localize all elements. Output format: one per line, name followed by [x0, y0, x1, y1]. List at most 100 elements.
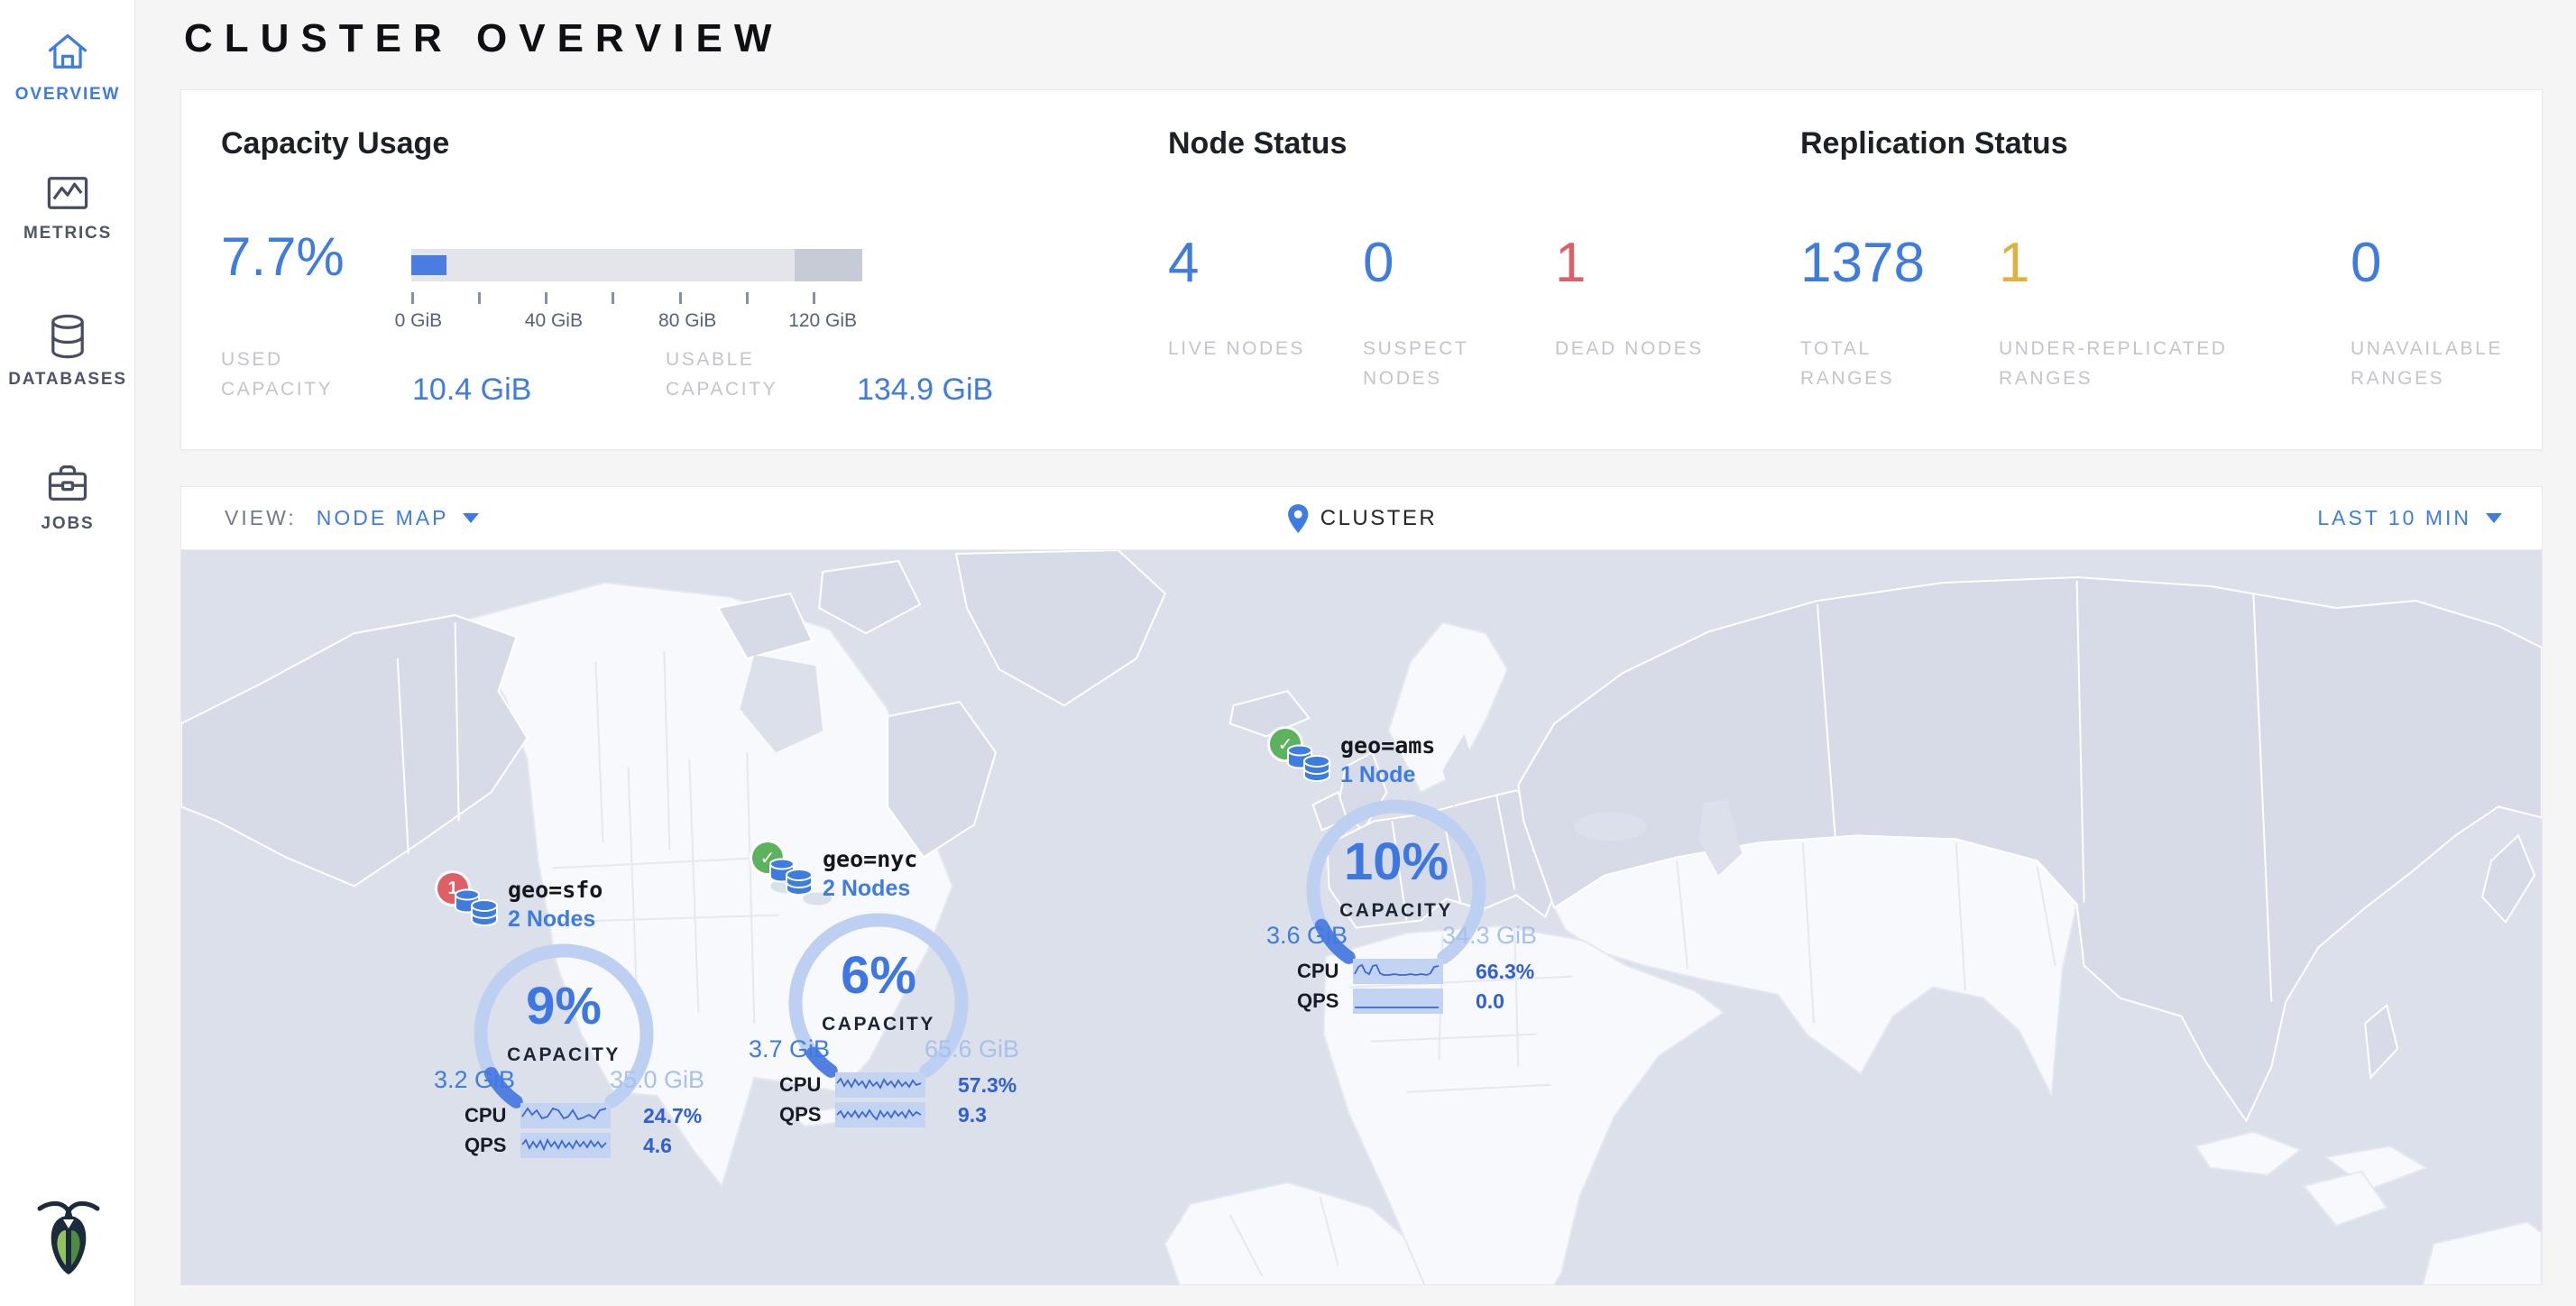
tick-mark — [545, 292, 548, 304]
used-capacity-stat: USED CAPACITY 10.4 GiB — [221, 345, 531, 407]
usable-capacity-value: 134.9 GiB — [857, 372, 994, 408]
node-locality: geo=sfo — [508, 877, 603, 903]
total-ranges-label: TOTAL RANGES — [1800, 338, 1895, 389]
sidebar-item-overview[interactable]: OVERVIEW — [0, 29, 135, 105]
tick-mark — [612, 292, 615, 304]
cpu-sparkline — [1353, 959, 1443, 984]
tick-label: 120 GiB — [788, 310, 858, 331]
cpu-value: 66.3% — [1476, 959, 1535, 983]
under-replicated-stat: 1 UNDER-REPLICATED RANGES — [1999, 231, 2310, 393]
node-count: 1 Node — [1340, 762, 1416, 787]
cpu-metric-row: CPU 66.3% — [1297, 958, 1534, 985]
node-total-capacity: 34.3 GiB — [1441, 922, 1537, 949]
replication-status-title: Replication Status — [1800, 126, 2068, 161]
sidebar-item-label: JOBS — [41, 514, 95, 533]
used-capacity-label: USED CAPACITY — [221, 349, 334, 400]
cluster-summary-card: Capacity Usage 7.7% 0 GiB 40 GiB 80 GiB 120… — [180, 89, 2543, 450]
node-used-capacity: 3.7 GiB — [749, 1035, 831, 1062]
node-used-capacity: 3.2 GiB — [434, 1066, 516, 1093]
gauge-percent: 9% — [526, 977, 602, 1035]
tick-label: 80 GiB — [658, 310, 717, 331]
unavailable-ranges-label: UNAVAILABLE RANGES — [2351, 338, 2504, 389]
sidebar-item-databases[interactable]: DATABASES — [0, 312, 135, 390]
under-replicated-value: 1 — [1999, 232, 2030, 294]
qps-sparkline — [1353, 989, 1443, 1014]
map-node-sfo[interactable]: 1 geo=sfo 2 Nodes 9% CAPACITY 3.2 GiB 35… — [425, 857, 768, 1168]
usable-capacity-label: USABLE CAPACITY — [666, 349, 778, 400]
qps-value: 4.6 — [643, 1133, 672, 1157]
node-total-capacity: 65.6 GiB — [924, 1035, 1019, 1062]
tick-label: 40 GiB — [524, 310, 583, 331]
node-locality: geo=nyc — [823, 846, 918, 872]
chevron-down-icon — [463, 513, 480, 523]
time-range-dropdown[interactable]: LAST 10 MIN — [2317, 506, 2502, 530]
qps-metric-row: QPS 9.3 — [779, 1101, 987, 1128]
gauge-capacity-label: CAPACITY — [1339, 900, 1453, 921]
database-icon — [51, 314, 84, 359]
capacity-used-percent: 7.7% — [221, 226, 345, 287]
node-count: 2 Nodes — [823, 876, 911, 901]
sidebar-item-metrics[interactable]: METRICS — [0, 171, 135, 244]
sidebar-item-jobs[interactable]: JOBS — [0, 460, 135, 534]
sidebar: OVERVIEW METRICS DATABASES — [0, 0, 135, 1306]
cpu-metric-row: CPU 24.7% — [465, 1102, 702, 1129]
qps-metric-row: QPS 0.0 — [1297, 988, 1504, 1015]
under-replicated-label: UNDER-REPLICATED RANGES — [1999, 338, 2228, 389]
map-toolbar: VIEW: NODE MAP CLUSTER LAST 10 MIN — [180, 486, 2543, 550]
live-nodes-stat: 4 LIVE NODES — [1168, 231, 1330, 364]
cpu-value: 57.3% — [958, 1072, 1017, 1097]
cpu-metric-row: CPU 57.3% — [779, 1071, 1017, 1099]
sidebar-item-label: METRICS — [23, 224, 113, 243]
map-node-ams[interactable]: ✓ geo=ams 1 Node 10% CAPACITY 3.6 GiB 34… — [1257, 713, 1600, 1024]
badge-text: 1 — [447, 878, 458, 898]
suspect-nodes-stat: 0 SUSPECT NODES — [1363, 231, 1525, 393]
tick-mark — [812, 292, 815, 304]
used-capacity-value: 10.4 GiB — [412, 372, 532, 408]
tick-mark — [411, 292, 414, 304]
capacity-usage-title: Capacity Usage — [221, 126, 450, 161]
cockroachdb-logo[interactable] — [32, 1194, 106, 1281]
live-nodes-value: 4 — [1168, 232, 1200, 294]
world-map — [181, 550, 2542, 1285]
time-range-value: LAST 10 MIN — [2317, 506, 2471, 529]
gauge-percent: 10% — [1343, 832, 1449, 891]
map-node-nyc[interactable]: ✓ geo=nyc 2 Nodes 6% CAPACITY 3.7 GiB 65… — [740, 826, 1082, 1137]
database-stack-icon — [455, 888, 498, 926]
locality-breadcrumb[interactable]: CLUSTER — [1286, 503, 1438, 534]
view-mode-dropdown[interactable]: NODE MAP — [317, 506, 480, 530]
gauge-percent: 6% — [841, 946, 916, 1005]
metrics-chart-icon — [47, 177, 88, 209]
sidebar-item-label: DATABASES — [8, 370, 127, 389]
chevron-down-icon — [2486, 513, 2502, 523]
gauge-capacity-label: CAPACITY — [822, 1014, 935, 1035]
capacity-bar-used-segment — [411, 255, 446, 275]
unavailable-ranges-stat: 0 UNAVAILABLE RANGES — [2351, 231, 2513, 393]
location-pin-icon — [1287, 503, 1308, 533]
cpu-sparkline — [520, 1103, 611, 1128]
cpu-label: CPU — [1297, 960, 1339, 982]
live-nodes-label: LIVE NODES — [1168, 338, 1306, 359]
tick-label: 0 GiB — [394, 310, 443, 331]
cpu-label: CPU — [779, 1073, 822, 1096]
capacity-gauge: 6% CAPACITY — [779, 904, 978, 1102]
node-locality: geo=ams — [1340, 732, 1436, 759]
capacity-bar — [411, 249, 862, 281]
breadcrumb-label: CLUSTER — [1320, 505, 1438, 530]
check-icon: ✓ — [1270, 729, 1301, 759]
total-ranges-stat: 1378 TOTAL RANGES — [1800, 231, 1963, 393]
node-used-capacity: 3.6 GiB — [1266, 922, 1348, 949]
usable-capacity-stat: USABLE CAPACITY 134.9 GiB — [666, 345, 993, 407]
cpu-label: CPU — [465, 1104, 507, 1127]
database-stack-icon — [769, 858, 813, 896]
dead-nodes-value: 1 — [1555, 232, 1587, 294]
briefcase-icon — [48, 465, 87, 501]
gauge-capacity-label: CAPACITY — [507, 1044, 621, 1065]
cpu-sparkline — [835, 1072, 925, 1098]
page-title: CLUSTER OVERVIEW — [184, 16, 784, 60]
capacity-axis: 0 GiB 40 GiB 80 GiB 120 GiB — [395, 289, 862, 343]
qps-label: QPS — [1297, 989, 1339, 1012]
node-map: 1 geo=sfo 2 Nodes 9% CAPACITY 3.2 GiB 35… — [180, 550, 2543, 1285]
node-count: 2 Nodes — [508, 906, 596, 932]
home-icon — [48, 33, 87, 69]
qps-value: 9.3 — [958, 1102, 987, 1127]
